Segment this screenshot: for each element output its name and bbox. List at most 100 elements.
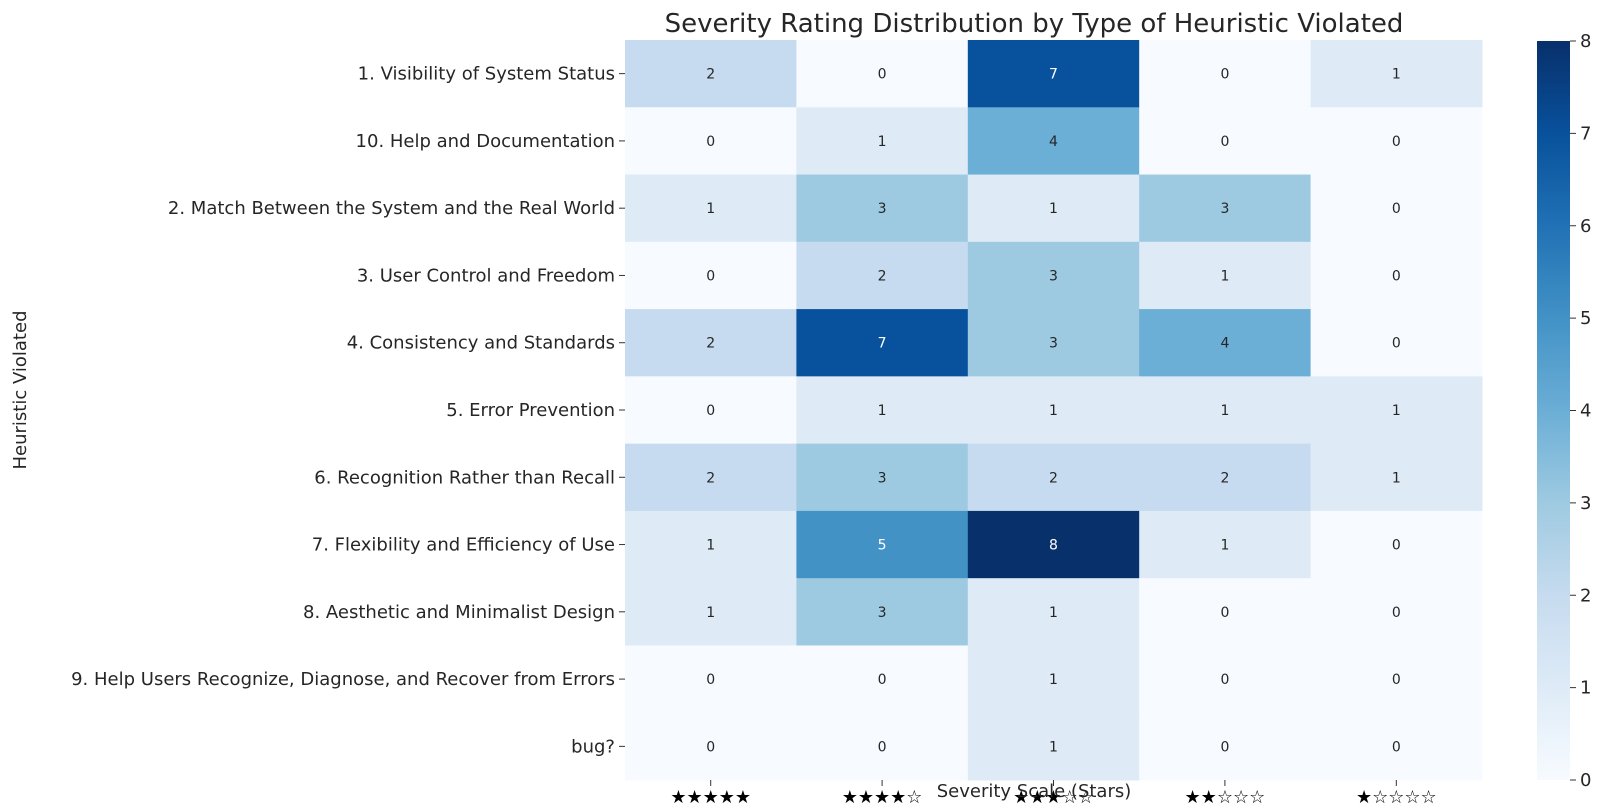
heatmap-cell — [1310, 510, 1483, 579]
cell-value-label: 2 — [878, 268, 887, 284]
y-tick-label: 1. Visibility of System Status — [358, 64, 615, 85]
heatmap-cell — [1310, 645, 1483, 714]
heatmap-cell — [1310, 376, 1483, 445]
y-tick-label: 8. Aesthetic and Minimalist Design — [303, 602, 615, 623]
cell-value-label: 1 — [878, 134, 887, 150]
cell-value-label: 0 — [706, 268, 715, 284]
heatmap-cell — [1139, 712, 1312, 781]
cell-value-label: 0 — [1392, 268, 1401, 284]
heatmap-cell — [796, 309, 969, 377]
heatmap-cell — [625, 107, 797, 176]
x-tick-label: ★★★★☆ — [842, 787, 923, 808]
heatmap-cell — [796, 107, 969, 176]
cell-value-label: 0 — [1220, 67, 1229, 83]
colorbar-tick-label: 0 — [1580, 770, 1591, 791]
y-tick-label: 10. Help and Documentation — [356, 131, 615, 152]
cell-value-label: 2 — [706, 470, 715, 486]
cell-value-label: 3 — [1049, 268, 1058, 284]
colorbar-tick-label: 3 — [1580, 493, 1591, 514]
cell-value-label: 1 — [1220, 538, 1229, 554]
x-tick-label: ★☆☆☆☆ — [1356, 787, 1437, 808]
heatmap-cell — [967, 510, 1140, 579]
cell-value-label: 8 — [1049, 538, 1058, 554]
colorbar-tick-label: 5 — [1580, 308, 1591, 329]
y-tick-label: 7. Flexibility and Efficiency of Use — [312, 535, 615, 556]
heatmap-cell — [1310, 712, 1483, 781]
y-tick-label: bug? — [571, 736, 615, 757]
y-axis-label: Heuristic Violated — [10, 311, 31, 470]
heatmap-cell — [1310, 107, 1483, 176]
cell-value-label: 3 — [878, 201, 887, 217]
cell-value-label: 0 — [706, 739, 715, 755]
cell-value-label: 1 — [706, 201, 715, 217]
cell-value-label: 1 — [878, 403, 887, 419]
cell-value-label: 0 — [1392, 672, 1401, 688]
y-tick-label: 3. User Control and Freedom — [357, 265, 615, 286]
heatmap-cell — [967, 107, 1140, 176]
cell-value-label: 0 — [1392, 538, 1401, 554]
cell-value-label: 3 — [1220, 201, 1229, 217]
cell-value-label: 1 — [1392, 403, 1401, 419]
cell-value-label: 2 — [706, 336, 715, 352]
cell-value-label: 3 — [878, 470, 887, 486]
cell-value-label: 0 — [878, 67, 887, 83]
cell-value-label: 1 — [1049, 403, 1058, 419]
cell-value-label: 5 — [878, 538, 887, 554]
heatmap-cell — [625, 578, 797, 646]
heatmap-cell — [967, 712, 1140, 781]
cell-value-label: 1 — [1049, 672, 1058, 688]
cell-value-label: 0 — [1392, 134, 1401, 150]
heatmap-cell — [967, 309, 1140, 377]
heatmap-cell — [796, 376, 969, 445]
heatmap-cell — [796, 241, 969, 310]
cell-value-label: 4 — [1220, 336, 1229, 352]
colorbar-tick-label: 6 — [1580, 216, 1591, 237]
heatmap-cell — [1310, 174, 1483, 243]
heatmap-cell — [967, 578, 1140, 646]
heatmap-cell — [625, 510, 797, 579]
cell-value-label: 2 — [1049, 470, 1058, 486]
heatmap-cell — [1139, 376, 1312, 445]
heatmap-cell — [796, 443, 969, 512]
heatmap-cell — [1139, 40, 1312, 108]
heatmap-cell — [1310, 241, 1483, 310]
colorbar-tick-label: 1 — [1580, 678, 1591, 699]
cell-value-label: 2 — [706, 67, 715, 83]
heatmap-cell — [967, 376, 1140, 445]
heatmap-cell — [1310, 309, 1483, 377]
heatmap-cell — [1310, 443, 1483, 512]
colorbar-ticks: 0 1 2 3 4 5 6 7 8 — [1570, 31, 1591, 791]
cell-value-labels: 2 0 7 0 10 1 4 0 01 3 1 3 00 2 3 1 02 7 3 4 00 1 1 1 12 3 2 2 11 5 8 1 0… — [706, 67, 1401, 756]
cell-value-label: 0 — [706, 672, 715, 688]
heatmap-cells — [625, 40, 1483, 781]
y-tick-label: 9. Help Users Recognize, Diagnose, and R… — [71, 669, 615, 690]
colorbar-tick-label: 2 — [1580, 585, 1591, 606]
heatmap-cell — [1139, 174, 1312, 243]
heatmap-cell — [967, 645, 1140, 714]
cell-value-label: 0 — [1220, 134, 1229, 150]
heatmap-cell — [625, 712, 797, 781]
heatmap-cell — [1139, 443, 1312, 512]
cell-value-label: 1 — [706, 605, 715, 621]
cell-value-label: 0 — [1220, 605, 1229, 621]
heatmap-cell — [1310, 578, 1483, 646]
heatmap-cell — [967, 174, 1140, 243]
y-axis-ticks: 1. Visibility of System Status 10. Help a… — [71, 64, 625, 757]
y-tick-label: 6. Recognition Rather than Recall — [314, 467, 615, 488]
colorbar-tick-label: 4 — [1580, 401, 1591, 422]
cell-value-label: 1 — [1392, 470, 1401, 486]
cell-value-label: 1 — [706, 538, 715, 554]
heatmap-cell — [1139, 309, 1312, 377]
cell-value-label: 0 — [1392, 201, 1401, 217]
cell-value-label: 0 — [1220, 672, 1229, 688]
cell-value-label: 1 — [1220, 403, 1229, 419]
cell-value-label: 7 — [878, 336, 887, 352]
x-tick-label: ★★★☆☆ — [1013, 787, 1094, 808]
heatmap-cell — [1139, 578, 1312, 646]
x-tick-label: ★★★★★ — [670, 787, 751, 808]
cell-value-label: 0 — [706, 134, 715, 150]
heatmap-cell — [967, 241, 1140, 310]
cell-value-label: 0 — [1220, 739, 1229, 755]
heatmap-cell — [967, 443, 1140, 512]
heatmap-cell — [625, 40, 797, 108]
